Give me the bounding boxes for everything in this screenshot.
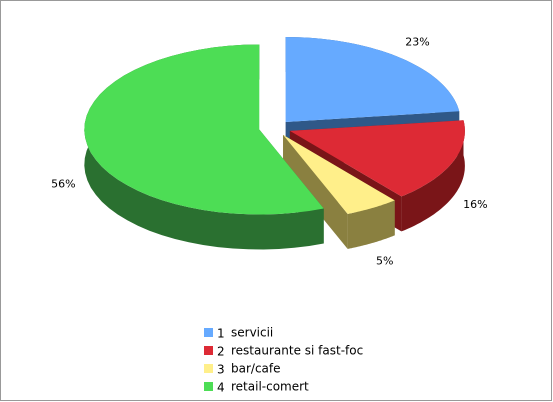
slice [84, 44, 324, 215]
slice-rim [347, 200, 395, 249]
legend-label: bar/cafe [231, 362, 281, 376]
slice [285, 37, 460, 122]
legend-swatch [204, 364, 213, 373]
data-label: 56% [51, 177, 75, 190]
legend-id: 3 [217, 363, 225, 377]
legend-id: 1 [217, 327, 225, 341]
legend-label: servicii [231, 326, 273, 340]
slice [283, 134, 395, 214]
legend-swatch [204, 346, 213, 355]
data-label: 5% [376, 254, 393, 267]
data-label: 23% [405, 35, 429, 48]
slice [289, 120, 465, 197]
data-label: 16% [463, 198, 487, 211]
slice-rim [401, 120, 465, 232]
legend-swatch [204, 328, 213, 337]
legend-label: retail-comert [231, 380, 309, 394]
legend-id: 2 [217, 345, 225, 359]
legend-swatch [204, 382, 213, 391]
legend-label: restaurante si fast-foc [231, 344, 363, 358]
slice-wall [283, 134, 348, 249]
legend-id: 4 [217, 381, 225, 395]
